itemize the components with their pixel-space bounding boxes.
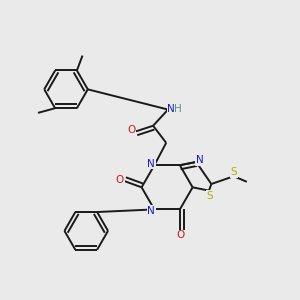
Text: N: N — [147, 206, 155, 216]
Text: O: O — [116, 175, 124, 184]
Text: N: N — [167, 104, 175, 114]
Text: O: O — [176, 230, 184, 240]
Text: H: H — [174, 104, 182, 114]
Text: O: O — [128, 125, 136, 135]
Text: S: S — [230, 167, 237, 177]
Text: S: S — [206, 190, 213, 201]
Text: N: N — [196, 155, 204, 165]
Text: N: N — [147, 159, 155, 169]
